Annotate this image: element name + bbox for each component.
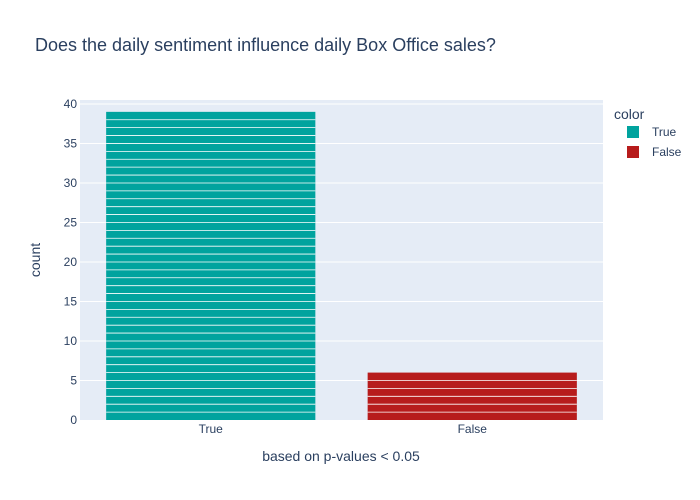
legend-swatch [627, 146, 639, 158]
x-tick-label: False [458, 422, 488, 436]
legend-label: False [652, 145, 682, 159]
y-tick-label: 10 [64, 334, 78, 348]
bars [106, 111, 577, 420]
legend-label: True [652, 125, 677, 139]
y-tick-label: 5 [70, 373, 77, 387]
y-tick-label: 30 [64, 176, 78, 190]
y-axis-label: count [27, 243, 43, 277]
y-tick-label: 15 [64, 294, 78, 308]
legend-title: color [614, 106, 645, 122]
y-tick-label: 25 [64, 215, 78, 229]
y-tick-label: 40 [64, 97, 78, 111]
y-tick-label: 20 [64, 255, 78, 269]
y-tick-label: 0 [70, 413, 77, 427]
x-tick-labels: True False [199, 422, 488, 436]
legend-swatch [627, 126, 639, 138]
bar-true [106, 111, 316, 420]
legend: True False [627, 125, 682, 159]
y-tick-label: 35 [64, 136, 78, 150]
chart-title: Does the daily sentiment influence daily… [35, 35, 496, 55]
x-axis-label: based on p-values < 0.05 [262, 448, 420, 464]
y-tick-labels: 0 5 10 15 20 25 30 35 40 [64, 97, 78, 427]
x-tick-label: True [199, 422, 224, 436]
